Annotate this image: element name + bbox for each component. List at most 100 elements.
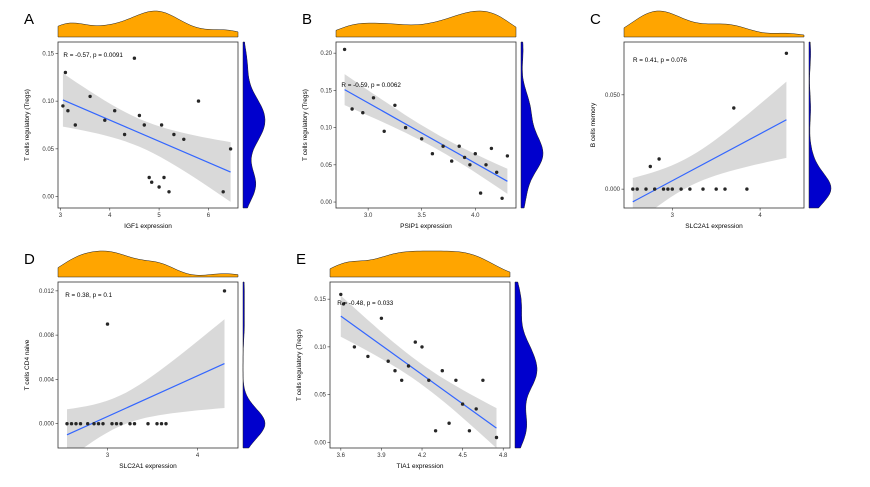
plot-background [58,42,238,208]
scatter-point [732,106,736,110]
scatter-plot-slc2a1-cd4naive: R = 0.38, p = 0.1 3 4 0.000 0.004 0.008 0.012 S… [24,250,266,470]
scatter-point [361,111,365,115]
top-density [623,10,805,38]
plot-background [330,282,510,448]
y-tick-label: 0.10 [314,345,326,351]
top-density [335,10,517,38]
scatter-point [339,292,343,297]
confidence-band [632,81,787,208]
right-density [520,41,544,209]
scatter-plot-tia1-tregs: R = -0.48, p = 0.033 3.6 3.9 4.2 4.5 4.8 0.00 0… [296,250,538,470]
x-tick-label: 3.9 [377,453,386,459]
scatter-point [128,422,132,426]
x-tick-label: 4.2 [418,453,427,459]
scatter-point [661,187,666,191]
y-tick-label: 0.05 [42,147,54,153]
y-tick-label: 0.00 [320,200,332,206]
plot-border [329,281,511,449]
scatter-point [484,163,488,167]
scatter-point [222,289,227,293]
scatter-point [146,422,150,426]
scatter-point [701,187,705,191]
scatter-point [420,137,424,141]
scatter-point [142,123,146,127]
scatter-point [427,378,431,382]
scatter-point [86,422,90,426]
scatter-point [474,407,478,411]
scatter-point [66,109,70,113]
x-tick-label: 4.8 [499,453,508,459]
scatter-point [406,364,411,368]
scatter-point [666,187,670,191]
scatter-point [122,132,127,137]
scatter-point [366,354,370,359]
confidence-band [62,73,231,202]
scatter-point [457,144,461,148]
scatter-point [481,378,485,382]
x-tick-label: 4 [108,213,112,219]
scatter-point [462,155,467,160]
correlation-annotation: R = -0.59, p = 0.0062 [341,82,401,89]
scatter-point [460,402,465,406]
scatter-point [350,107,354,111]
scatter-point [65,422,69,426]
panel-letter-c: C [590,11,601,28]
scatter-point [157,185,161,189]
panel-d: D R = 0.38, p = 0.1 3 4 0.000 0.004 0.008 0.01… [18,246,266,478]
x-tick-label: 3.6 [337,453,346,459]
scatter-point [382,129,386,133]
x-tick-label: 4.0 [471,213,480,219]
scatter-point [150,180,154,184]
x-tick-label: 3.0 [364,213,373,219]
scatter-point [182,137,186,141]
scatter-point [172,132,176,137]
scatter-point [105,322,110,326]
scatter-point [467,429,472,433]
correlation-annotation: R = 0.38, p = 0.1 [65,292,112,299]
right-density [514,281,538,449]
scatter-point [101,422,105,426]
scatter-plot-igf1-tregs: R = -0.57, p = 0.0091 3 4 5 6 0.00 0.05 0.10 0.1… [24,10,266,230]
panel-letter-d: D [24,251,35,268]
y-tick-label: 0.05 [314,393,326,399]
y-tick-label: 0.012 [39,289,55,295]
scatter-point [657,157,661,161]
scatter-point [103,118,107,122]
panel-letter-b: B [302,11,313,28]
scatter-point [73,123,77,127]
y-tick-label: 0.000 [605,187,621,193]
scatter-point [63,70,68,75]
scatter-point [119,422,123,426]
scatter-plot-slc2a1-bcells: R = 0.41, p = 0.076 3 4 0.000 0.050 SLC2A1 ex… [590,10,832,230]
regression-line [62,99,231,173]
scatter-point [723,187,727,191]
scatter-point [403,125,408,130]
plot-border [57,281,239,449]
scatter-point [132,56,137,60]
scatter-point [352,345,357,349]
y-tick-label: 0.15 [320,88,332,94]
y-axis-label: B cells memory [590,102,597,147]
top-density [57,10,239,38]
y-tick-label: 0.05 [320,163,332,169]
scatter-point [447,421,451,425]
x-axis-label: TIA1 expression [397,463,444,470]
x-tick-label: 4 [196,453,200,459]
scatter-point [500,196,504,200]
scatter-point [164,422,168,426]
scatter-point [420,345,424,349]
right-density [808,41,832,209]
scatter-point [159,422,164,426]
scatter-point [155,422,159,426]
regression-line [344,89,508,182]
x-tick-label: 4.5 [458,453,467,459]
x-axis-label: SLC2A1 expression [685,223,743,230]
plot-border [335,41,517,209]
scatter-point [653,187,657,191]
x-axis-label: IGF1 expression [124,223,172,230]
scatter-point [679,187,683,191]
scatter-point [162,175,166,180]
scatter-plot-psip1-tregs: R = -0.59, p = 0.0062 3.0 3.5 4.0 0.00 0.05 0.… [302,10,544,230]
correlation-annotation: R = 0.41, p = 0.076 [633,57,687,64]
